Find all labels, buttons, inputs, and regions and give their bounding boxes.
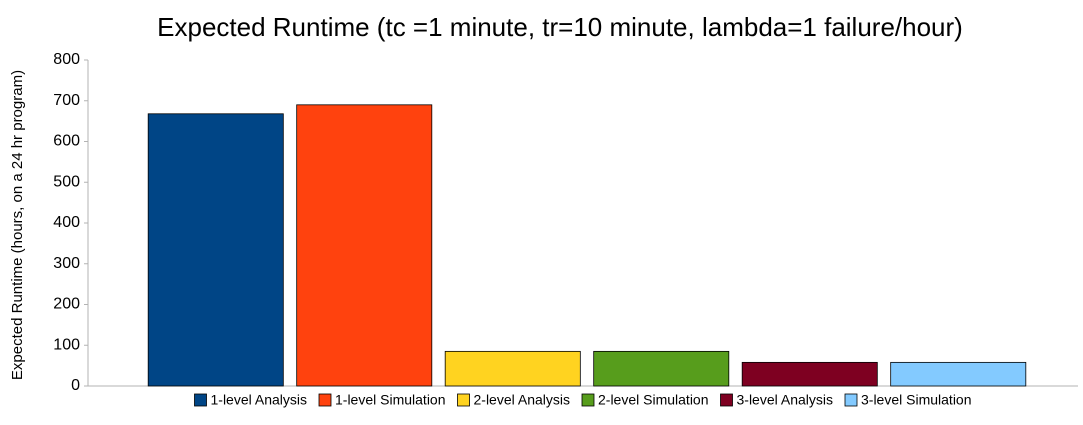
legend-swatch — [194, 393, 207, 407]
legend-label: 1-level Simulation — [335, 392, 446, 408]
legend-label: 2-level Analysis — [474, 392, 571, 408]
y-tick-label: 400 — [53, 214, 80, 231]
legend-label: 3-level Simulation — [861, 392, 972, 408]
bar — [741, 361, 878, 387]
legend-swatch — [318, 393, 332, 407]
y-axis-label: Expected Runtime (hours, on a 24 hr prog… — [9, 70, 26, 380]
legend-label: 2-level Simulation — [598, 392, 709, 408]
legend-label: 1-level Analysis — [211, 392, 308, 408]
bar — [147, 113, 284, 387]
y-tick-label: 0 — [71, 377, 80, 394]
y-tick-label: 300 — [53, 255, 80, 272]
y-tick-label: 600 — [53, 133, 80, 150]
y-tick-label: 500 — [53, 173, 80, 190]
y-tick-label: 700 — [53, 92, 80, 109]
legend-swatch — [581, 393, 595, 407]
legend-label: 3-level Analysis — [737, 392, 834, 408]
bar — [296, 104, 433, 387]
bar — [890, 361, 1027, 387]
y-tick-label: 200 — [53, 296, 80, 313]
legend-swatch — [844, 393, 858, 407]
y-tick-label: 100 — [53, 336, 80, 353]
chart-title: Expected Runtime (tc =1 minute, tr=10 mi… — [157, 12, 963, 42]
bar — [593, 350, 730, 387]
bar — [444, 350, 581, 387]
y-tick-label: 800 — [53, 51, 80, 68]
legend-swatch — [457, 393, 470, 407]
legend-swatch — [720, 393, 733, 407]
